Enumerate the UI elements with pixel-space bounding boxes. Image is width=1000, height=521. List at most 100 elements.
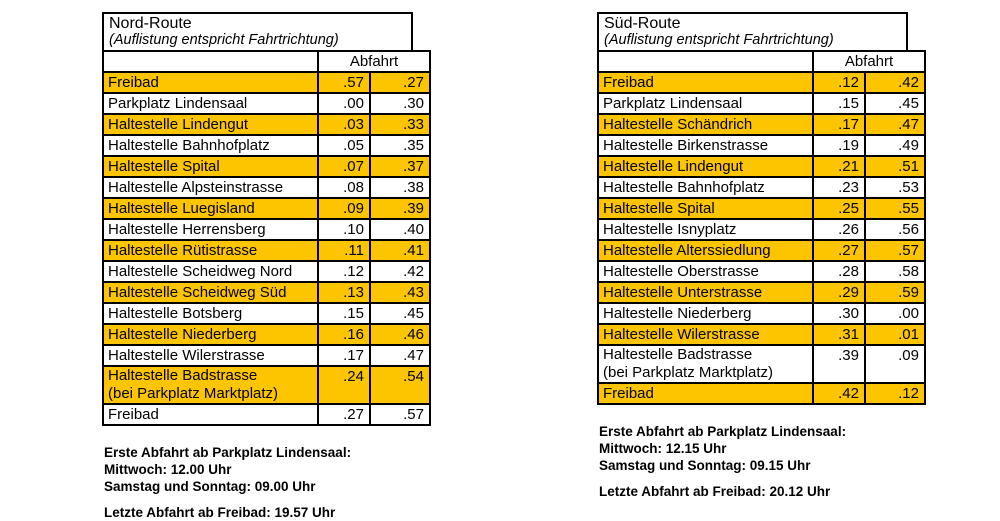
departure-time-cell: .30 — [812, 302, 866, 325]
notes: Erste Abfahrt ab Parkplatz Lindensaal: Mi… — [597, 423, 926, 500]
stop-row: Haltestelle Isnyplatz .26.56 — [597, 218, 926, 241]
departure-time-cell: .46 — [369, 323, 431, 346]
notes: Erste Abfahrt ab Parkplatz Lindensaal: Mi… — [102, 444, 431, 521]
sued-route-panel: Süd-Route (Auflistung entspricht Fahrtri… — [597, 12, 926, 500]
stop-name: Parkplatz Lindensaal — [108, 94, 248, 112]
departure-time-cell: .45 — [369, 302, 431, 325]
stop-name: Haltestelle Bahnhofplatz — [603, 178, 765, 196]
timetable-body: Freibad .12.42 Parkplatz Lindensaal .15.45 H… — [597, 71, 926, 405]
departure-time-cell: .42 — [812, 382, 866, 405]
stop-name: Freibad — [108, 73, 159, 91]
stop-name-cell: Freibad — [597, 71, 814, 94]
stop-row: Haltestelle Botsberg .15.45 — [102, 302, 431, 325]
departure-time-cell: .05 — [317, 134, 371, 157]
timetable: Abfahrt Freibad .57.27 Parkplatz Lindensaa… — [102, 50, 431, 426]
departure-time-cell: .27 — [317, 403, 371, 426]
departure-time-cell: .45 — [864, 92, 926, 115]
stop-name-cell: Haltestelle Botsberg — [102, 302, 319, 325]
departure-time-cell: .01 — [864, 323, 926, 346]
nord-route-panel: Nord-Route (Auflistung entspricht Fahrtr… — [102, 12, 431, 521]
stop-name-cell: Haltestelle Oberstrasse — [597, 260, 814, 283]
stop-name-cell: Haltestelle Unterstrasse — [597, 281, 814, 304]
stop-name-cell: Haltestelle Birkenstrasse — [597, 134, 814, 157]
departure-time-cell: .12 — [812, 71, 866, 94]
departure-header: Abfahrt — [317, 50, 431, 73]
departure-time-cell: .25 — [812, 197, 866, 220]
stop-name-cell: Haltestelle Herrensberg — [102, 218, 319, 241]
departure-time-cell: .12 — [317, 260, 371, 283]
stop-name: Freibad — [603, 384, 654, 402]
departure-time-cell: .33 — [369, 113, 431, 136]
stop-name: Haltestelle Scheidweg Süd — [108, 283, 287, 301]
stop-name: Haltestelle Badstrasse — [108, 367, 258, 384]
departure-time-cell: .56 — [864, 218, 926, 241]
timetable-body: Freibad .57.27 Parkplatz Lindensaal .00.30 H… — [102, 71, 431, 426]
departure-time-cell: .39 — [369, 197, 431, 220]
stop-name-line2: (bei Parkplatz Marktplatz) — [603, 364, 774, 381]
departure-time-cell: .12 — [864, 382, 926, 405]
departure-time-cell: .54 — [369, 365, 431, 405]
route-title-box: Süd-Route (Auflistung entspricht Fahrtri… — [597, 12, 908, 52]
route-title: Süd-Route — [604, 15, 681, 32]
departure-time-cell: .51 — [864, 155, 926, 178]
note-line: Erste Abfahrt ab Parkplatz Lindensaal: — [104, 445, 352, 460]
departure-time-cell: .10 — [317, 218, 371, 241]
departure-time-cell: .17 — [317, 344, 371, 367]
departure-time-cell: .23 — [812, 176, 866, 199]
stop-name-cell: Parkplatz Lindensaal — [102, 92, 319, 115]
stop-name-cell: Haltestelle Spital — [102, 155, 319, 178]
stop-row: Haltestelle Niederberg .30.00 — [597, 302, 926, 325]
stop-name-cell: Haltestelle Alpsteinstrasse — [102, 176, 319, 199]
stop-row: Haltestelle Alpsteinstrasse .08.38 — [102, 176, 431, 199]
header-row: Abfahrt — [597, 50, 926, 73]
stop-name-cell: Haltestelle Lindengut — [597, 155, 814, 178]
departure-time-cell: .28 — [812, 260, 866, 283]
departure-time-cell: .15 — [317, 302, 371, 325]
departure-time-cell: .29 — [812, 281, 866, 304]
departure-time-cell: .11 — [317, 239, 371, 262]
route-subtitle: (Auflistung entspricht Fahrtrichtung) — [109, 32, 339, 48]
route-title: Nord-Route — [109, 15, 192, 32]
header-row: Abfahrt — [102, 50, 431, 73]
route-title-box: Nord-Route (Auflistung entspricht Fahrtr… — [102, 12, 413, 52]
stop-name: Haltestelle Rütistrasse — [108, 241, 258, 259]
stop-name-cell: Haltestelle Badstrasse (bei Parkplatz Mar… — [102, 365, 319, 405]
departure-time-cell: .59 — [864, 281, 926, 304]
stop-name: Freibad — [603, 73, 654, 91]
stop-name-line2: (bei Parkplatz Marktplatz) — [108, 385, 279, 402]
departure-time-cell: .47 — [864, 113, 926, 136]
stop-name-cell: Haltestelle Badstrasse (bei Parkplatz Mar… — [597, 344, 814, 384]
stop-name-cell: Haltestelle Schändrich — [597, 113, 814, 136]
departure-time-cell: .30 — [369, 92, 431, 115]
stop-row: Haltestelle Bahnhofplatz .05.35 — [102, 134, 431, 157]
stop-row: Haltestelle Niederberg .16.46 — [102, 323, 431, 346]
stop-row: Freibad .12.42 — [597, 71, 926, 94]
stop-row: Haltestelle Birkenstrasse .19.49 — [597, 134, 926, 157]
stop-name: Haltestelle Bahnhofplatz — [108, 136, 270, 154]
stop-name: Haltestelle Spital — [108, 157, 220, 175]
stop-row: Haltestelle Rütistrasse .11.41 — [102, 239, 431, 262]
departure-time-cell: .26 — [812, 218, 866, 241]
stop-row: Haltestelle Lindengut .21.51 — [597, 155, 926, 178]
departure-time-cell: .47 — [369, 344, 431, 367]
departure-time-cell: .13 — [317, 281, 371, 304]
departure-time-cell: .27 — [812, 239, 866, 262]
stop-name-cell: Haltestelle Scheidweg Nord — [102, 260, 319, 283]
departure-time-cell: .57 — [864, 239, 926, 262]
stop-row: Haltestelle Luegisland .09.39 — [102, 197, 431, 220]
stop-row: Haltestelle Scheidweg Nord .12.42 — [102, 260, 431, 283]
departure-time-cell: .37 — [369, 155, 431, 178]
stop-name-cell: Parkplatz Lindensaal — [597, 92, 814, 115]
departure-time-cell: .00 — [317, 92, 371, 115]
stop-row: Haltestelle Wilerstrasse .31.01 — [597, 323, 926, 346]
stop-name: Haltestelle Scheidweg Nord — [108, 262, 293, 280]
stop-name: Haltestelle Spital — [603, 199, 715, 217]
stop-name: Haltestelle Lindengut — [603, 157, 744, 175]
departure-time-cell: .00 — [864, 302, 926, 325]
stop-name: Haltestelle Alterssiedlung — [603, 241, 771, 259]
note-line: Mittwoch: 12.15 Uhr — [599, 441, 727, 456]
departure-header: Abfahrt — [812, 50, 926, 73]
departure-time-cell: .55 — [864, 197, 926, 220]
stop-row: Haltestelle Spital .07.37 — [102, 155, 431, 178]
stop-name-cell: Haltestelle Lindengut — [102, 113, 319, 136]
